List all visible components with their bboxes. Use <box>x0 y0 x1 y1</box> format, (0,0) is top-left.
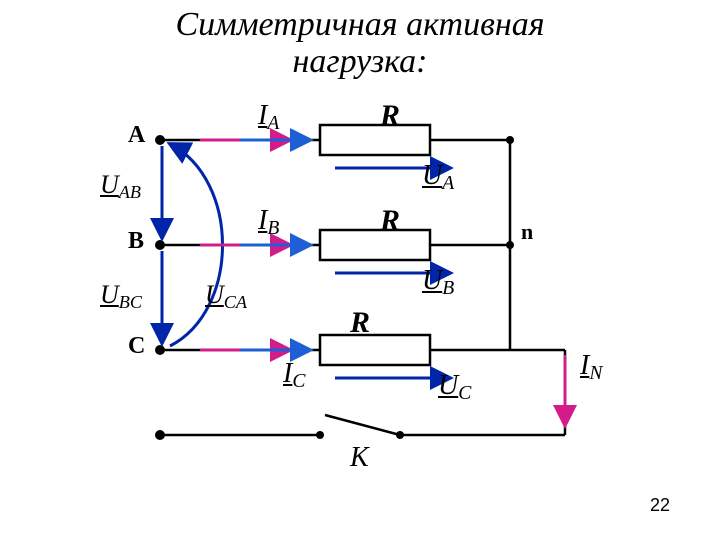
label-UA-sub: A <box>442 173 454 194</box>
node-switch-right <box>396 431 404 439</box>
label-UAB: UAB <box>100 170 141 200</box>
resistor-C <box>320 335 430 365</box>
label-IB-pre: I <box>258 205 267 236</box>
node-switch-left <box>316 431 324 439</box>
label-UBC-sub: BC <box>119 292 142 312</box>
node-A <box>155 135 165 145</box>
label-UB: UB <box>422 265 454 297</box>
page-number: 22 <box>650 495 670 516</box>
label-IN: IN <box>580 350 602 382</box>
label-R-C: R <box>350 306 370 340</box>
resistor-B <box>320 230 430 260</box>
label-IB-sub: B <box>267 218 279 239</box>
label-node-n: n <box>521 219 533 245</box>
label-IN-sub: N <box>589 363 602 384</box>
label-UA: UA <box>422 160 454 192</box>
label-R-B: R <box>380 204 400 238</box>
label-IC-sub: C <box>292 371 305 392</box>
label-UC: UC <box>438 370 471 402</box>
node-n-top <box>506 136 514 144</box>
node-neutral-left <box>155 430 165 440</box>
label-R-A: R <box>380 99 400 133</box>
label-IC-pre: I <box>283 358 292 389</box>
label-UC-sub: C <box>458 383 471 404</box>
label-UCA-sub: CA <box>224 292 247 312</box>
title-line2: нагрузка: <box>0 43 720 80</box>
label-UB-sub: B <box>442 278 454 299</box>
label-K: K <box>350 442 369 474</box>
title-line1: Симметричная активная <box>0 6 720 43</box>
label-UAB-pre: U <box>100 170 119 199</box>
label-IC: IC <box>283 358 305 390</box>
label-IB: IB <box>258 205 279 237</box>
label-IA: IA <box>258 100 279 132</box>
node-C <box>155 345 165 355</box>
label-IA-pre: I <box>258 100 267 131</box>
label-UA-pre: U <box>422 160 442 191</box>
label-node-A: A <box>128 122 145 149</box>
label-UC-pre: U <box>438 370 458 401</box>
resistor-A <box>320 125 430 155</box>
label-UB-pre: U <box>422 265 442 296</box>
slide-title: Симметричная активная нагрузка: <box>0 6 720 81</box>
label-node-C: C <box>128 333 145 360</box>
label-UCA-pre: U <box>205 280 224 309</box>
resistors <box>320 125 430 365</box>
label-UCA: UCA <box>205 280 247 310</box>
phase-current-arrows <box>200 140 310 350</box>
label-UBC-pre: U <box>100 280 119 309</box>
label-UBC: UBC <box>100 280 142 310</box>
label-node-B: B <box>128 228 144 255</box>
label-IN-pre: I <box>580 350 589 381</box>
node-B <box>155 240 165 250</box>
label-IA-sub: A <box>267 113 279 134</box>
node-n-mid <box>506 241 514 249</box>
label-UAB-sub: AB <box>119 182 141 202</box>
